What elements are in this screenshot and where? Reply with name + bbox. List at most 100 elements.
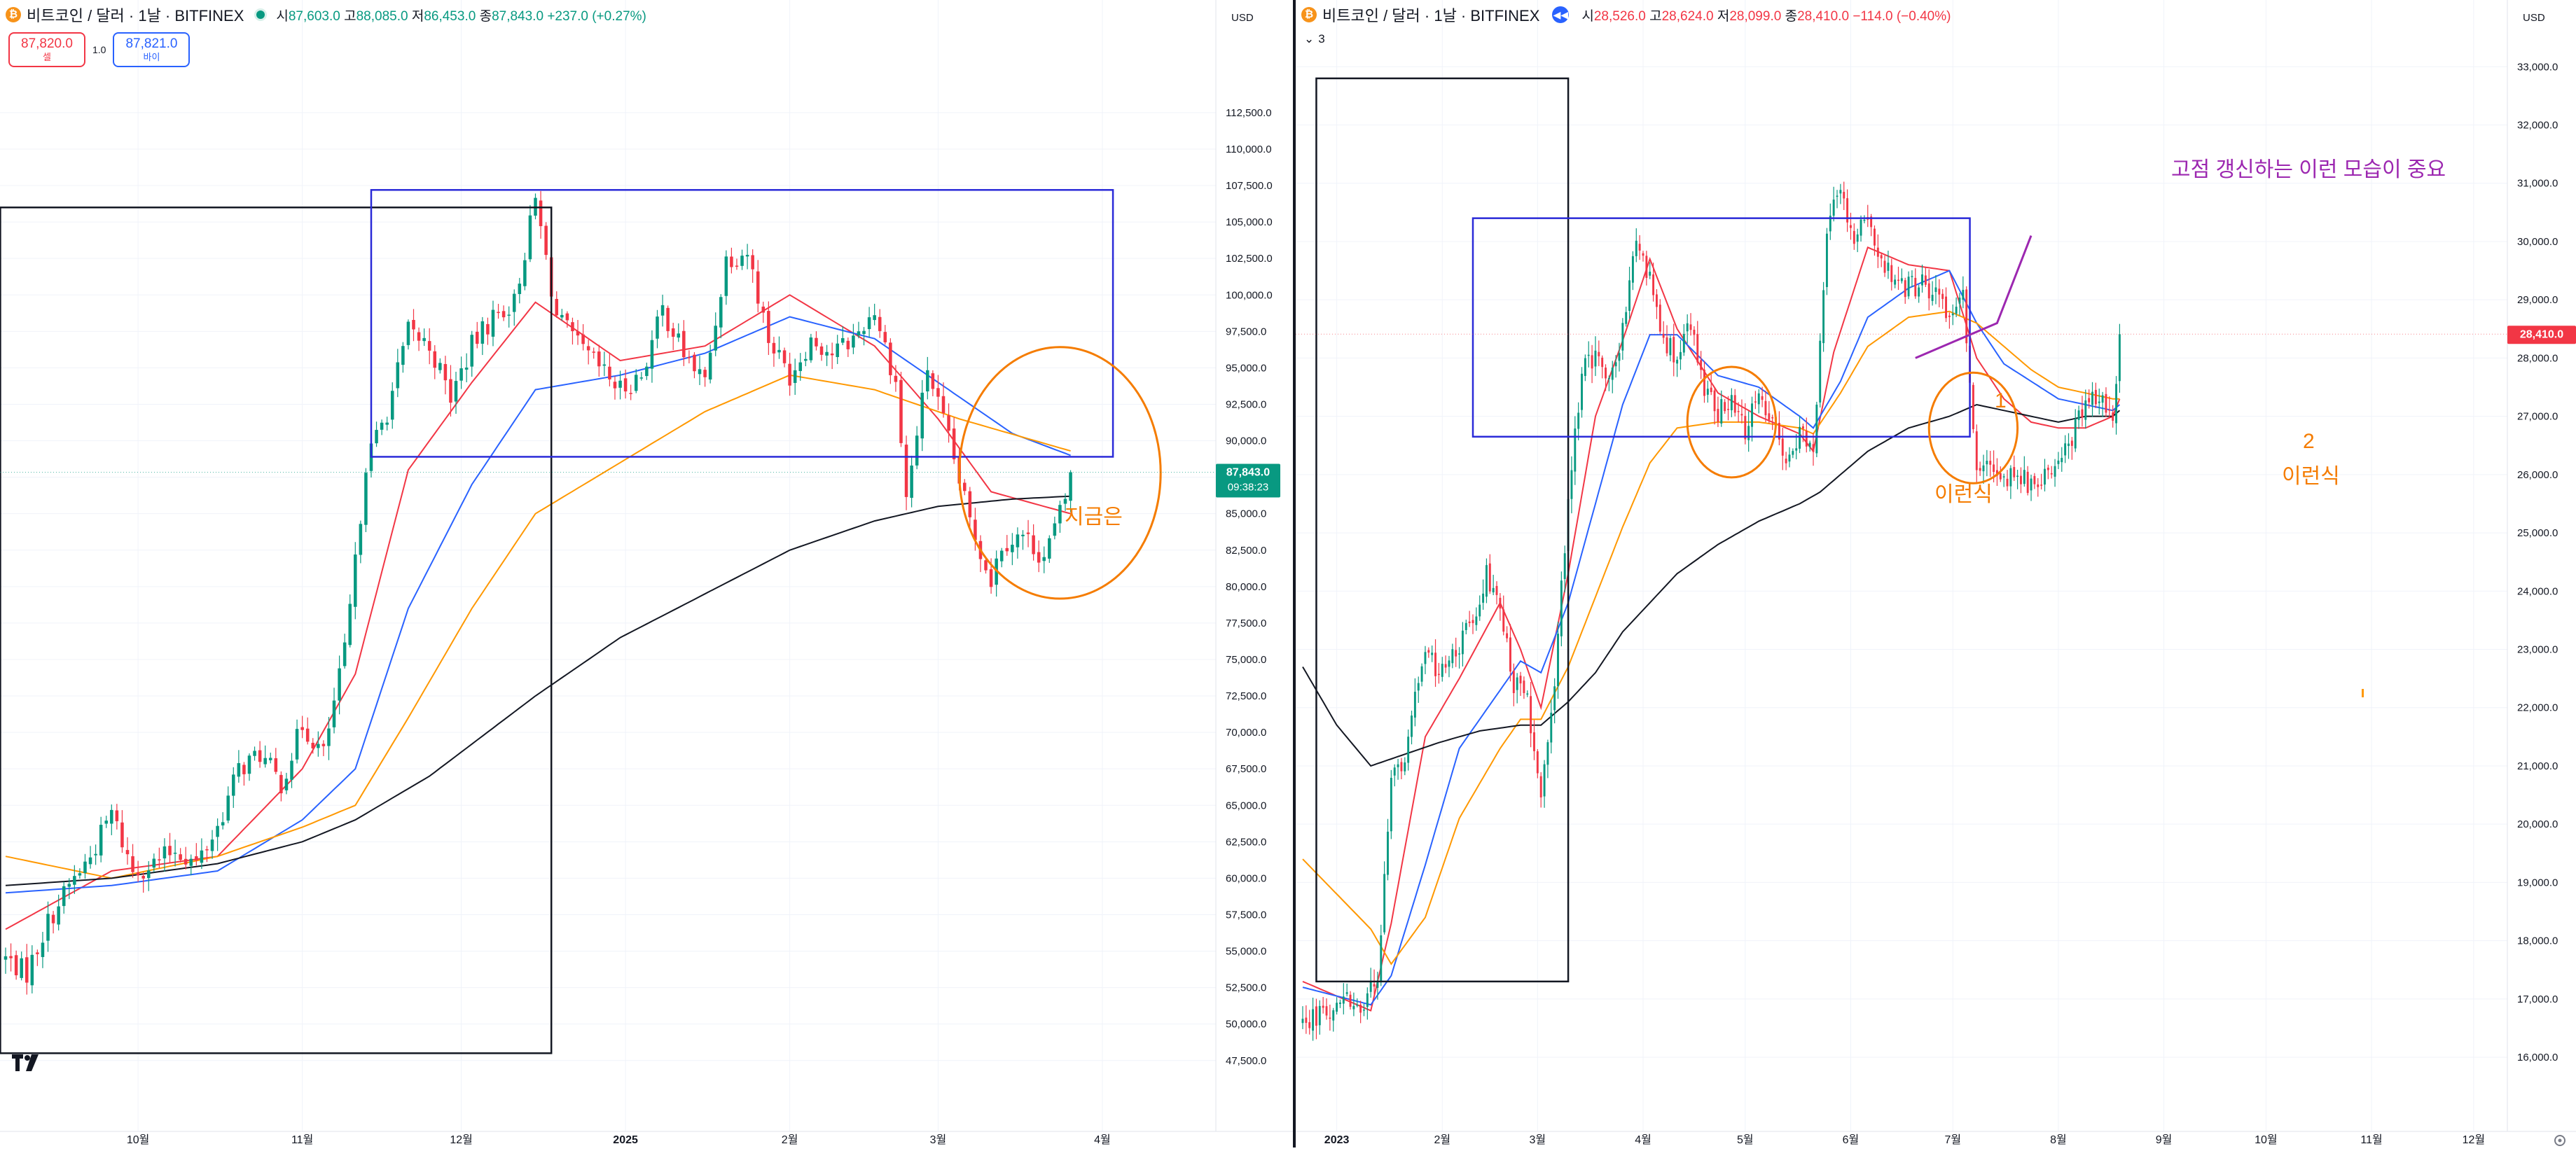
candle bbox=[1863, 215, 1866, 223]
rally-box[interactable] bbox=[1315, 77, 1570, 983]
highlight-circle[interactable] bbox=[1927, 371, 2019, 484]
candle bbox=[284, 772, 289, 795]
candle bbox=[30, 945, 34, 993]
right-price-axis[interactable] bbox=[2507, 0, 2576, 1131]
candle bbox=[1312, 998, 1315, 1041]
left-drawings[interactable] bbox=[0, 189, 1162, 1054]
candle bbox=[1883, 255, 1886, 277]
candle bbox=[1962, 276, 1965, 309]
left-time-axis[interactable] bbox=[0, 1131, 1293, 1147]
candle bbox=[1516, 673, 1518, 704]
candle bbox=[300, 716, 304, 739]
candle bbox=[1921, 264, 1923, 293]
l-price-tick: 50,000.0 bbox=[1226, 1019, 1266, 1031]
candle bbox=[2002, 473, 2005, 487]
right-annotation-label-1[interactable]: 1 bbox=[1995, 389, 2007, 412]
candle bbox=[1649, 262, 1651, 279]
candle bbox=[883, 325, 887, 345]
right-symbol-title[interactable]: 비트코인 / 달러 · 1날 · BITFINEX bbox=[1322, 7, 1540, 25]
candle bbox=[20, 951, 23, 981]
candle bbox=[1301, 1006, 1304, 1029]
candle bbox=[639, 372, 644, 381]
sell-button[interactable]: 87,820.0 셀 bbox=[8, 32, 85, 67]
candle bbox=[947, 403, 950, 443]
candle bbox=[88, 846, 92, 869]
candle bbox=[1724, 398, 1726, 414]
panel-splitter[interactable] bbox=[1293, 0, 1296, 1147]
right-price-ticks: 33,000.0 32,000.0 31,000.0 30,000.0 29,000.0… bbox=[2517, 61, 2558, 1063]
candle bbox=[2016, 469, 2019, 489]
left-symbol-title[interactable]: 비트코인 / 달러 · 1날 · BITFINEX bbox=[27, 7, 244, 25]
l-price-tick: 52,500.0 bbox=[1226, 982, 1266, 994]
candle bbox=[2115, 376, 2117, 435]
candle bbox=[2040, 473, 2043, 490]
candle bbox=[263, 745, 267, 768]
candle bbox=[1822, 281, 1825, 352]
l-ma-line-orange bbox=[5, 374, 1071, 879]
right-annotation-title[interactable]: 고점 갱신하는 이런 모습이 중요 bbox=[2171, 158, 2446, 181]
candle bbox=[390, 382, 394, 429]
l-time-tick: 11월 bbox=[291, 1133, 313, 1146]
candle bbox=[2094, 382, 2097, 408]
candle bbox=[1315, 998, 1317, 1040]
candle bbox=[1754, 391, 1757, 410]
candle bbox=[152, 853, 156, 873]
right-annotation-caption-1[interactable]: 이런식 bbox=[1934, 483, 1993, 506]
candle bbox=[1553, 678, 1556, 724]
candle bbox=[1689, 313, 1692, 336]
right-annotation-label-2[interactable]: 2 bbox=[2303, 430, 2315, 453]
candle bbox=[1975, 424, 1978, 483]
l-price-tick: 62,500.0 bbox=[1226, 836, 1266, 848]
candle bbox=[158, 847, 161, 869]
candle bbox=[788, 352, 791, 396]
candle bbox=[1037, 540, 1041, 573]
settings-gear-icon[interactable] bbox=[2554, 1135, 2565, 1146]
right-drawings[interactable] bbox=[1315, 77, 2033, 983]
right-annotation-caption-2[interactable]: 이런식 bbox=[2282, 465, 2340, 488]
candle bbox=[327, 717, 331, 760]
candle bbox=[2006, 470, 2009, 491]
candle bbox=[618, 370, 622, 400]
candle bbox=[449, 365, 452, 417]
candle bbox=[724, 250, 728, 305]
candle bbox=[1938, 279, 1941, 307]
highlight-circle[interactable] bbox=[1686, 365, 1778, 479]
l-price-tick: 60,000.0 bbox=[1226, 872, 1266, 884]
candle bbox=[1856, 228, 1859, 253]
right-time-axis[interactable] bbox=[1296, 1131, 2576, 1147]
range-box[interactable] bbox=[370, 189, 1114, 458]
highlight-circle[interactable] bbox=[958, 346, 1162, 600]
rally-box[interactable] bbox=[0, 207, 553, 1054]
candle bbox=[1325, 998, 1328, 1020]
candle bbox=[1805, 417, 1808, 453]
candle bbox=[1605, 364, 1607, 391]
candle bbox=[2070, 437, 2073, 460]
l-price-tick: 107,500.0 bbox=[1226, 180, 1273, 192]
candle bbox=[364, 468, 368, 533]
left-chart-panel[interactable]: 112,500.0 110,000.0 107,500.0 105,000.0 102,… bbox=[0, 0, 1293, 1147]
range-box[interactable] bbox=[1471, 217, 1971, 438]
candle bbox=[338, 655, 341, 715]
buy-button[interactable]: 87,821.0 바이 bbox=[113, 32, 191, 67]
l-price-tick: 82,500.0 bbox=[1226, 545, 1266, 557]
left-ohlc: 시87,603.0 고88,085.0 저86,453.0 종87,843.0 … bbox=[276, 8, 646, 24]
candle bbox=[1512, 663, 1515, 706]
replay-rewind-icon[interactable]: ◀◀ bbox=[1552, 6, 1570, 23]
candle bbox=[417, 327, 421, 351]
candle bbox=[1829, 203, 1831, 240]
candle bbox=[491, 300, 495, 347]
trend-line[interactable] bbox=[1915, 235, 2033, 359]
candle bbox=[878, 309, 882, 338]
candle bbox=[1713, 387, 1716, 425]
right-chart-panel[interactable]: 33,000.0 32,000.0 31,000.0 30,000.0 29,000.0… bbox=[1296, 0, 2576, 1147]
right-currency-label[interactable]: USD bbox=[2523, 12, 2545, 24]
candle bbox=[57, 894, 60, 930]
candle bbox=[793, 358, 797, 396]
left-price-axis[interactable] bbox=[1216, 0, 1293, 1131]
left-grid bbox=[0, 0, 1216, 1131]
left-annotation-text[interactable]: 지금은 bbox=[1065, 505, 1123, 529]
left-currency-label[interactable]: USD bbox=[1231, 12, 1254, 24]
indicators-toggle[interactable]: ⌄ 3 bbox=[1304, 32, 1325, 46]
candle bbox=[518, 277, 522, 304]
candle bbox=[1645, 251, 1648, 286]
